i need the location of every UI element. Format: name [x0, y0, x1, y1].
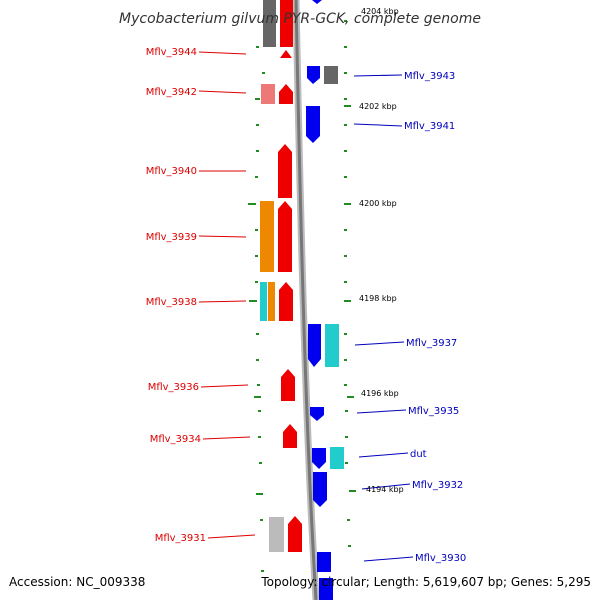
- gene-arrow-blue[interactable]: [313, 472, 327, 507]
- gene-arrow-blue[interactable]: [319, 578, 333, 600]
- gene-label[interactable]: Mflv_3942: [146, 87, 197, 98]
- gene-label[interactable]: Mflv_3936: [148, 382, 199, 393]
- right-leader-lines: [353, 74, 414, 562]
- gene-arrow-red[interactable]: [288, 516, 302, 552]
- gene-label[interactable]: Mflv_3943: [404, 71, 455, 82]
- kbp-label: 4202 kbp: [359, 102, 397, 111]
- gene-block-cyan[interactable]: [325, 324, 339, 367]
- gene-arrow-blue[interactable]: [307, 66, 320, 84]
- gene-label[interactable]: Mflv_3941: [404, 121, 455, 132]
- kbp-label: 4198 kbp: [359, 294, 397, 303]
- gene-arrow-red[interactable]: [279, 282, 293, 321]
- gene-label[interactable]: Mflv_3944: [146, 47, 197, 58]
- gene-block-cyan[interactable]: [260, 282, 267, 321]
- gene-label[interactable]: Mflv_3934: [150, 434, 201, 445]
- kbp-label: 4194 kbp: [366, 485, 404, 494]
- gene-label[interactable]: Mflv_3937: [406, 338, 457, 349]
- gene-arrow-red[interactable]: [283, 424, 297, 448]
- gene-label[interactable]: Mflv_3938: [146, 297, 197, 308]
- topology-text: Topology: circular; Length: 5,619,607 bp…: [260, 575, 591, 589]
- gene-block-orange[interactable]: [260, 201, 274, 272]
- gene-label[interactable]: Mflv_3932: [412, 480, 463, 491]
- gene-block-orange[interactable]: [268, 282, 275, 321]
- right-gene-labels: Mflv_3943 Mflv_3941 Mflv_3937 Mflv_3935 …: [404, 71, 466, 564]
- gene-label[interactable]: Mflv_3935: [408, 406, 459, 417]
- gene-arrow-blue[interactable]: [310, 407, 324, 421]
- gene-arrow-red[interactable]: [280, 0, 293, 47]
- gene-arrow-blue[interactable]: [308, 324, 321, 367]
- gene-arrow-red[interactable]: [278, 201, 292, 272]
- gene-arrow-red[interactable]: [280, 50, 292, 58]
- right-gene-features: [306, 0, 344, 600]
- kbp-label: 4196 kbp: [361, 389, 399, 398]
- left-gene-features: [260, 0, 302, 552]
- genome-backbone-core: [294, 0, 318, 600]
- gene-block-pink[interactable]: [261, 84, 275, 104]
- gene-arrow-red[interactable]: [278, 144, 292, 198]
- left-gene-labels: Mflv_3944 Mflv_3942 Mflv_3940 Mflv_3939 …: [146, 47, 206, 544]
- gene-arrow-blue[interactable]: [312, 448, 326, 469]
- gene-arrow-blue[interactable]: [317, 552, 331, 572]
- accession-text: Accession: NC_009338: [9, 575, 145, 589]
- gene-arrow-red[interactable]: [281, 369, 295, 401]
- gene-arrow-blue[interactable]: [312, 0, 322, 4]
- gene-block-cyan[interactable]: [330, 447, 344, 469]
- kbp-label: 4200 kbp: [359, 199, 397, 208]
- gene-block-grey[interactable]: [263, 0, 276, 47]
- gene-label[interactable]: dut: [410, 449, 427, 460]
- gene-block-grey[interactable]: [324, 66, 338, 84]
- gene-label[interactable]: Mflv_3939: [146, 232, 197, 243]
- gene-label[interactable]: Mflv_3940: [146, 166, 197, 177]
- kbp-label: 4204 kbp: [361, 7, 399, 16]
- kbp-scale-labels: 4204 kbp 4202 kbp 4200 kbp 4198 kbp 4196…: [359, 7, 404, 494]
- gene-label[interactable]: Mflv_3931: [155, 533, 206, 544]
- map-title: Mycobacterium gilvum PYR-GCK, complete g…: [119, 11, 481, 27]
- gene-label[interactable]: Mflv_3930: [415, 553, 466, 564]
- right-ticks: [344, 20, 356, 547]
- left-leader-lines: [198, 51, 256, 539]
- gene-block-lightgrey[interactable]: [269, 517, 284, 552]
- gene-arrow-blue[interactable]: [306, 106, 320, 143]
- gene-arrow-red[interactable]: [279, 84, 293, 104]
